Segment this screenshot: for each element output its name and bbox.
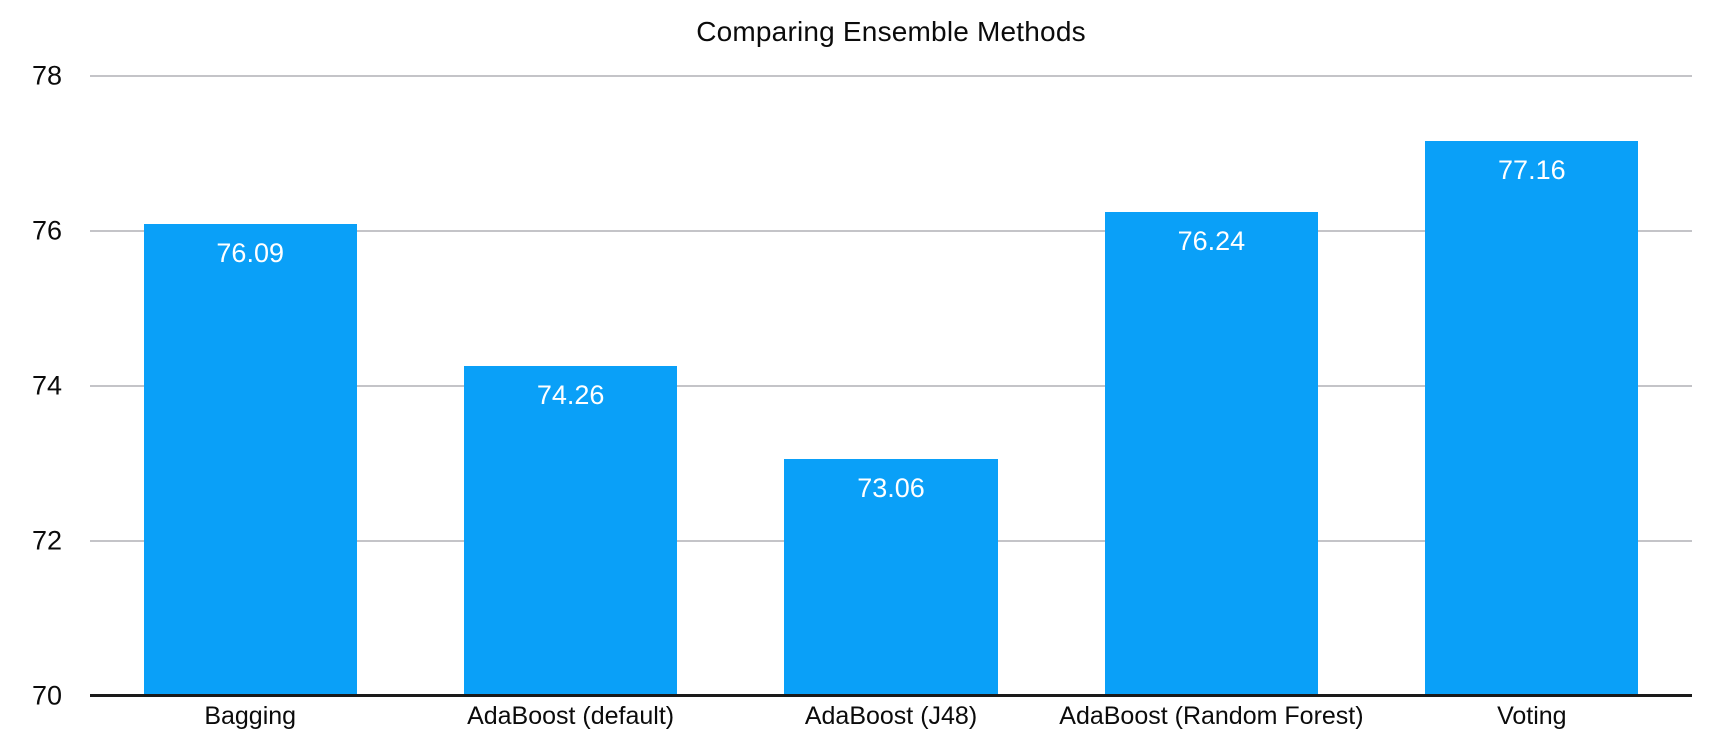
bar-value-label: 74.26 — [536, 379, 605, 410]
y-tick-label: 76 — [31, 215, 62, 246]
bar-bagging: 76.09 — [143, 224, 357, 696]
bar-adaboost-random-forest: 76.24 — [1104, 212, 1318, 696]
bar-slot: 74.26 — [410, 76, 730, 696]
x-tick-label: Voting — [1497, 702, 1567, 730]
x-tick-label: AdaBoost (J48) — [804, 702, 978, 730]
bar-value-label: 76.24 — [1177, 226, 1246, 257]
x-tick-label: AdaBoost (Random Forest) — [1059, 702, 1364, 730]
gridline-y-78 — [90, 75, 1692, 77]
chart-title: Comparing Ensemble Methods — [696, 16, 1086, 47]
x-tick-label: AdaBoost (default) — [467, 702, 675, 730]
bar-slot: 77.16 — [1372, 76, 1692, 696]
bar-value-label: 73.06 — [857, 472, 925, 503]
bars-group: 76.09 74.26 73.06 76.24 77.16 — [90, 76, 1692, 696]
bar-value-label: 76.09 — [216, 238, 284, 269]
y-tick-label: 70 — [31, 680, 62, 711]
bar-adaboost-default: 74.26 — [464, 365, 678, 696]
x-axis-line — [90, 694, 1692, 697]
y-tick-label: 78 — [31, 60, 62, 91]
x-axis-labels: Bagging AdaBoost (default) AdaBoost (J48) A… — [90, 702, 1692, 731]
gridline-y-74 — [90, 385, 1692, 387]
bar-value-label: 77.16 — [1498, 155, 1566, 186]
bar-adaboost-j48: 73.06 — [784, 458, 998, 696]
gridline-y-76 — [90, 230, 1692, 232]
plot-area: 76.09 74.26 73.06 76.24 77.16 70 72 74 76 78 — [32, 62, 1692, 709]
bar-slot: 76.24 — [1051, 76, 1371, 696]
y-tick-label: 72 — [31, 525, 62, 556]
bar-voting: 77.16 — [1425, 141, 1639, 696]
bar-slot: 73.06 — [731, 76, 1051, 696]
y-tick-label: 74 — [31, 370, 62, 401]
x-tick-label: Bagging — [204, 702, 297, 730]
bar-slot: 76.09 — [90, 76, 410, 696]
